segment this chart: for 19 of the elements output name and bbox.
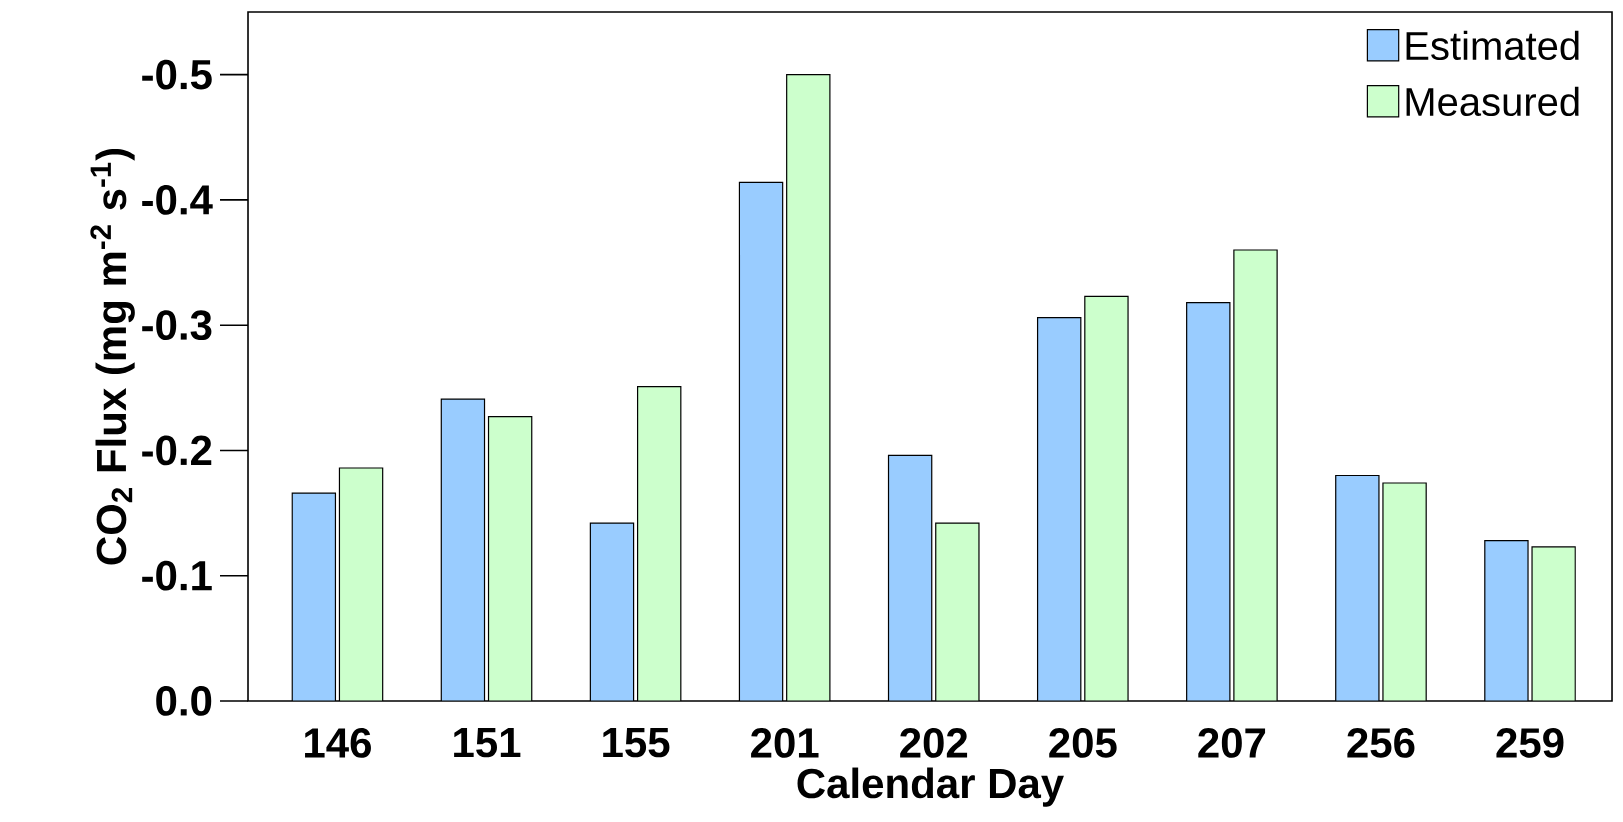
x-tick-label: 259 bbox=[1496, 728, 1564, 758]
legend-label: Measured bbox=[1406, 86, 1579, 117]
x-tick-label: 155 bbox=[603, 728, 670, 758]
x-tick-label: 207 bbox=[1198, 728, 1266, 758]
y-tick-label: 0.0 bbox=[156, 686, 212, 716]
y-tick-label: -0.2 bbox=[142, 435, 212, 466]
y-tick-label: -0.1 bbox=[142, 560, 212, 591]
x-tick-label: 146 bbox=[305, 728, 371, 758]
x-tick-label: 205 bbox=[1049, 728, 1117, 758]
legend-label: Estimated bbox=[1406, 30, 1579, 61]
x-tick-label: 256 bbox=[1347, 728, 1415, 758]
y-tick-label: -0.5 bbox=[142, 59, 212, 90]
y-tick-label: -0.3 bbox=[142, 310, 212, 341]
x-tick-label: 151 bbox=[454, 728, 521, 758]
x-tick-label: 202 bbox=[900, 728, 968, 758]
x-tick-label: 201 bbox=[751, 728, 819, 758]
y-axis-title: CO$_{2}$ Flux (mg m$^{-2}$ s$^{-1}$) bbox=[90, 148, 135, 565]
x-axis-title: Calendar Day bbox=[797, 767, 1064, 807]
y-tick-label: -0.4 bbox=[142, 185, 213, 215]
